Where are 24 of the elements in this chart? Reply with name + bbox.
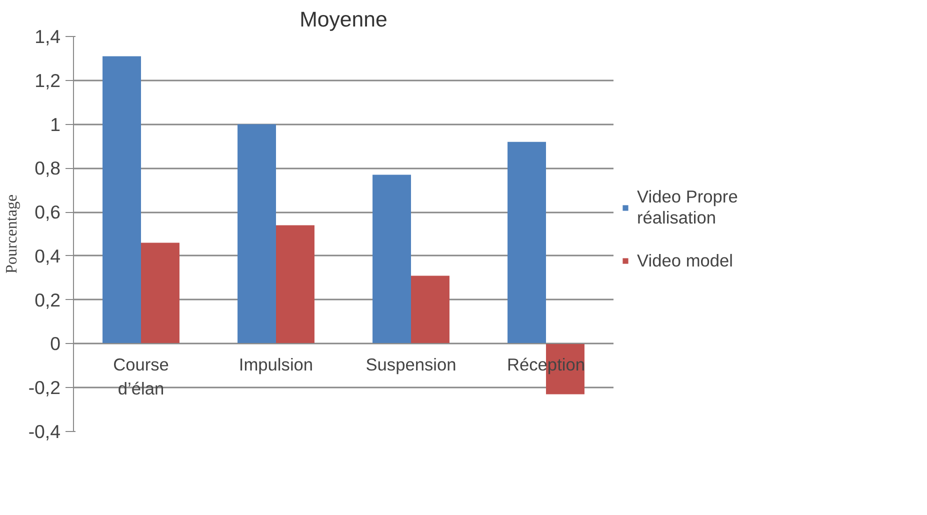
y-axis-title: Pourcentage (3, 194, 20, 274)
y-tick-label: 1 (50, 114, 61, 135)
bar (102, 56, 141, 344)
x-tick-label: Réception (506, 354, 586, 375)
x-tick-label: Suspension (366, 354, 456, 375)
x-tick-label: Impulsion (238, 354, 314, 375)
y-tick-label: -0,2 (28, 377, 61, 398)
y-tick-label: 0,8 (34, 158, 61, 179)
bar (276, 225, 314, 344)
y-tick-label: -0,4 (28, 421, 61, 442)
y-tick-label: 1,4 (34, 26, 61, 47)
bar (411, 276, 450, 344)
legend-label: Video Propre réalisation (637, 186, 738, 228)
y-tick-label: 0,4 (34, 245, 61, 266)
chart-title: Moyenne (300, 8, 388, 32)
bar (372, 174, 411, 344)
y-tick-label: 1,2 (34, 70, 61, 91)
bar (508, 142, 546, 344)
y-tick-label: 0,6 (34, 202, 61, 223)
y-tick-label: 0,2 (34, 289, 61, 310)
bar (238, 124, 276, 344)
bar (141, 242, 180, 344)
legend-label: Video model (637, 250, 734, 271)
y-tick-label: 0 (50, 333, 61, 354)
